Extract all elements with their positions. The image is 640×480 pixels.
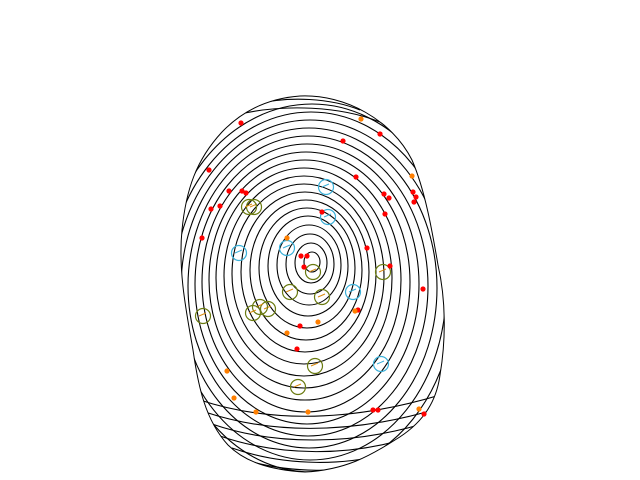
- minutia-circle: [259, 300, 277, 318]
- minutia-dot: [409, 173, 415, 179]
- minutia-dot: [340, 138, 346, 144]
- minutia-circle: [306, 357, 324, 375]
- minutia-dot: [224, 368, 230, 374]
- minutia-dot: [370, 407, 376, 413]
- minutia-dot: [375, 407, 381, 413]
- fingerprint-outline: [180, 95, 445, 473]
- minutia-circle: [372, 355, 390, 373]
- minutia-dot: [304, 253, 310, 259]
- minutia-dot: [243, 190, 249, 196]
- minutia-dot: [301, 264, 307, 270]
- ridge-line: [194, 143, 420, 425]
- minutia-direction: [323, 213, 332, 218]
- minutia-dot: [253, 409, 259, 415]
- minutiae-markers: [194, 116, 427, 417]
- minutia-dot: [206, 167, 212, 173]
- minutia-circle: [245, 198, 263, 216]
- minutia-dot: [386, 195, 392, 201]
- minutia-dot: [416, 406, 422, 412]
- minutia-dot: [297, 323, 303, 329]
- minutia-circle: [289, 378, 307, 396]
- minutia-direction: [310, 362, 319, 367]
- minutia-dot: [298, 253, 304, 259]
- minutia-direction: [198, 312, 207, 317]
- ridge-line: [215, 167, 393, 389]
- minutia-circle: [313, 288, 331, 306]
- ridge-line: [239, 107, 381, 123]
- minutia-dot: [231, 395, 237, 401]
- minutia-dot: [319, 209, 325, 215]
- minutia-dot: [294, 346, 300, 352]
- ridge-line: [249, 199, 363, 341]
- minutia-dot: [239, 188, 245, 194]
- minutia-dot: [377, 131, 383, 137]
- minutia-direction: [285, 288, 294, 293]
- minutia-direction: [321, 183, 330, 188]
- minutia-dot: [411, 199, 417, 205]
- minutia-dot: [381, 191, 387, 197]
- minutia-dot: [353, 174, 359, 180]
- minutia-dot: [421, 411, 427, 417]
- ridge-line: [276, 224, 342, 306]
- minutia-circle: [374, 263, 392, 281]
- minutia-direction: [234, 249, 243, 254]
- minutia-circle: [319, 208, 337, 226]
- minutia-direction: [308, 268, 317, 273]
- ridge-line: [285, 233, 335, 295]
- minutia-circle: [194, 307, 212, 325]
- minutia-direction: [378, 268, 387, 273]
- minutia-circle: [240, 198, 258, 216]
- minutia-circle: [244, 304, 262, 322]
- ridge-line: [180, 119, 445, 461]
- minutia-dot: [208, 206, 214, 212]
- ridge-line: [199, 394, 441, 417]
- ridge-line: [258, 207, 356, 329]
- minutia-dot: [420, 286, 426, 292]
- minutia-dot: [358, 116, 364, 122]
- minutia-direction: [244, 203, 253, 208]
- minutia-circle: [344, 283, 362, 301]
- ridge-line: [294, 242, 328, 284]
- minutia-circle: [304, 263, 322, 281]
- minutia-direction: [248, 309, 257, 314]
- minutia-dot: [382, 211, 388, 217]
- minutia-dot: [413, 194, 419, 200]
- minutia-dot: [199, 235, 205, 241]
- minutia-direction: [376, 360, 385, 365]
- ridge-line: [240, 191, 370, 353]
- minutia-dot: [217, 203, 223, 209]
- minutia-direction: [348, 288, 357, 293]
- minutia-dot: [364, 245, 370, 251]
- ridge-line: [267, 215, 349, 317]
- minutia-dot: [305, 409, 311, 415]
- ridge-pattern: [180, 98, 445, 472]
- ridge-line: [187, 135, 429, 437]
- minutia-dot: [315, 319, 321, 325]
- ridge-line: [223, 175, 385, 377]
- minutia-dot: [352, 308, 358, 314]
- minutia-dot: [284, 235, 290, 241]
- minutia-direction: [317, 293, 326, 298]
- minutia-circle: [230, 244, 248, 262]
- minutia-dot: [226, 188, 232, 194]
- minutia-direction: [293, 383, 302, 388]
- minutia-circle: [281, 283, 299, 301]
- minutia-dot: [410, 189, 416, 195]
- ridge-line: [208, 159, 402, 401]
- minutia-dot: [238, 120, 244, 126]
- minutia-circle: [317, 178, 335, 196]
- ridge-line: [303, 251, 321, 273]
- ridge-line: [180, 103, 445, 472]
- ridge-line: [211, 419, 436, 441]
- minutia-direction: [282, 244, 291, 249]
- ridge-line: [180, 111, 445, 472]
- ridge-line: [204, 407, 441, 429]
- minutia-dot: [284, 330, 290, 336]
- minutia-dot: [387, 263, 393, 269]
